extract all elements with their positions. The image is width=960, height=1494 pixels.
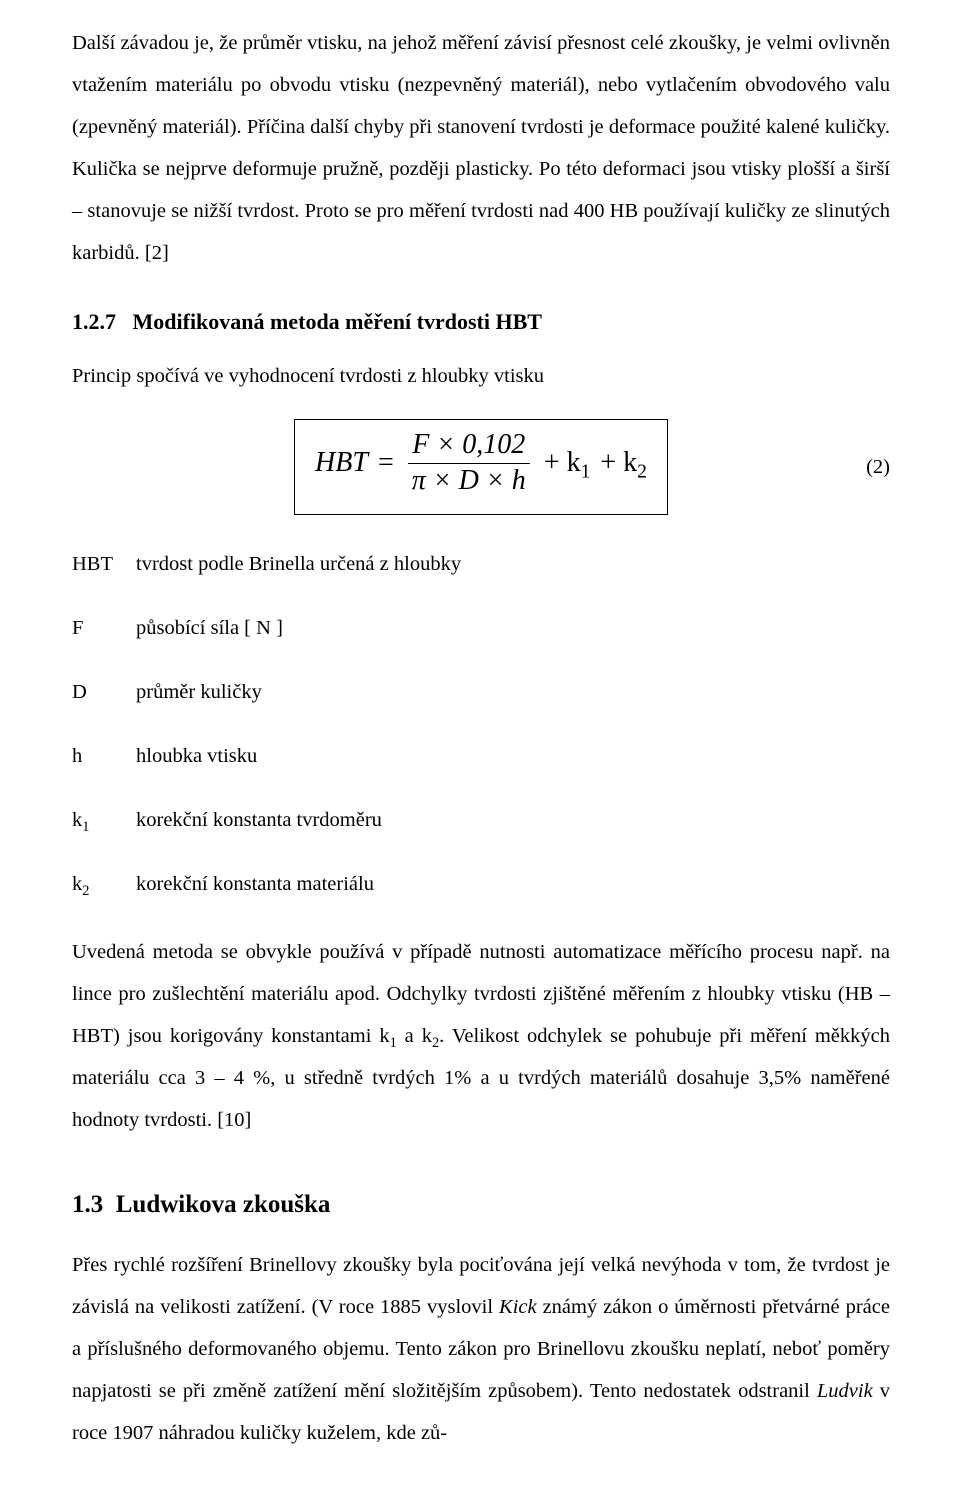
def-symbol: k1 [72, 799, 136, 841]
def-text: korekční konstanta tvrdoměru [136, 799, 890, 841]
para2-b: a k [397, 1025, 432, 1047]
def-row: F působící síla [ N ] [72, 607, 890, 649]
formula-sub2: 2 [637, 462, 647, 483]
def-symbol: h [72, 735, 136, 777]
def-text: korekční konstanta materiálu [136, 863, 890, 905]
paragraph-ludwik: Přes rychlé rozšíření Brinellovy zkoušky… [72, 1244, 890, 1454]
formula-eq: = [378, 449, 394, 477]
formula-tail2: + k [600, 447, 637, 478]
formula-sub1: 1 [581, 462, 591, 483]
def-symbol: D [72, 671, 136, 713]
formula-denominator: π × D × h [408, 463, 530, 497]
symbol-definitions: HBT tvrdost podle Brinella určená z hlou… [72, 543, 890, 905]
def-symbol: F [72, 607, 136, 649]
section-heading: 1.3 Ludwikova zkouška [72, 1189, 890, 1222]
def-row: HBT tvrdost podle Brinella určená z hlou… [72, 543, 890, 585]
formula-row: HBT = F × 0,102 π × D × h + k1 + k2 (2) [72, 419, 890, 516]
formula-tail1: + k [544, 447, 581, 478]
para3-kick: Kick [499, 1296, 537, 1318]
def-row: h hloubka vtisku [72, 735, 890, 777]
section-number: 1.3 [72, 1191, 103, 1218]
formula-box: HBT = F × 0,102 π × D × h + k1 + k2 [294, 419, 668, 516]
formula-lhs: HBT [315, 449, 368, 477]
def-symbol: k2 [72, 863, 136, 905]
def-text: průměr kuličky [136, 671, 890, 713]
def-row: k1 korekční konstanta tvrdoměru [72, 799, 890, 841]
subsection-title: Modifikovaná metoda měření tvrdosti HBT [133, 309, 542, 334]
formula-numerator: F × 0,102 [408, 430, 529, 463]
principle-text: Princip spočívá ve vyhodnocení tvrdosti … [72, 355, 890, 397]
para3-ludvik: Ludvik [817, 1380, 873, 1402]
paragraph-method: Uvedená metoda se obvykle používá v příp… [72, 931, 890, 1141]
paragraph-intro: Další závadou je, že průměr vtisku, na j… [72, 22, 890, 274]
section-title: Ludwikova zkouška [116, 1191, 331, 1218]
para2-s1: 1 [390, 1036, 397, 1052]
def-row: k2 korekční konstanta materiálu [72, 863, 890, 905]
def-text: působící síla [ N ] [136, 607, 890, 649]
def-text: tvrdost podle Brinella určená z hloubky [136, 543, 890, 585]
def-row: D průměr kuličky [72, 671, 890, 713]
equation-number: (2) [830, 446, 890, 488]
def-symbol: HBT [72, 543, 136, 585]
def-text: hloubka vtisku [136, 735, 890, 777]
subsection-heading: 1.2.7 Modifikovaná metoda měření tvrdost… [72, 308, 890, 337]
subsection-number: 1.2.7 [72, 309, 116, 334]
